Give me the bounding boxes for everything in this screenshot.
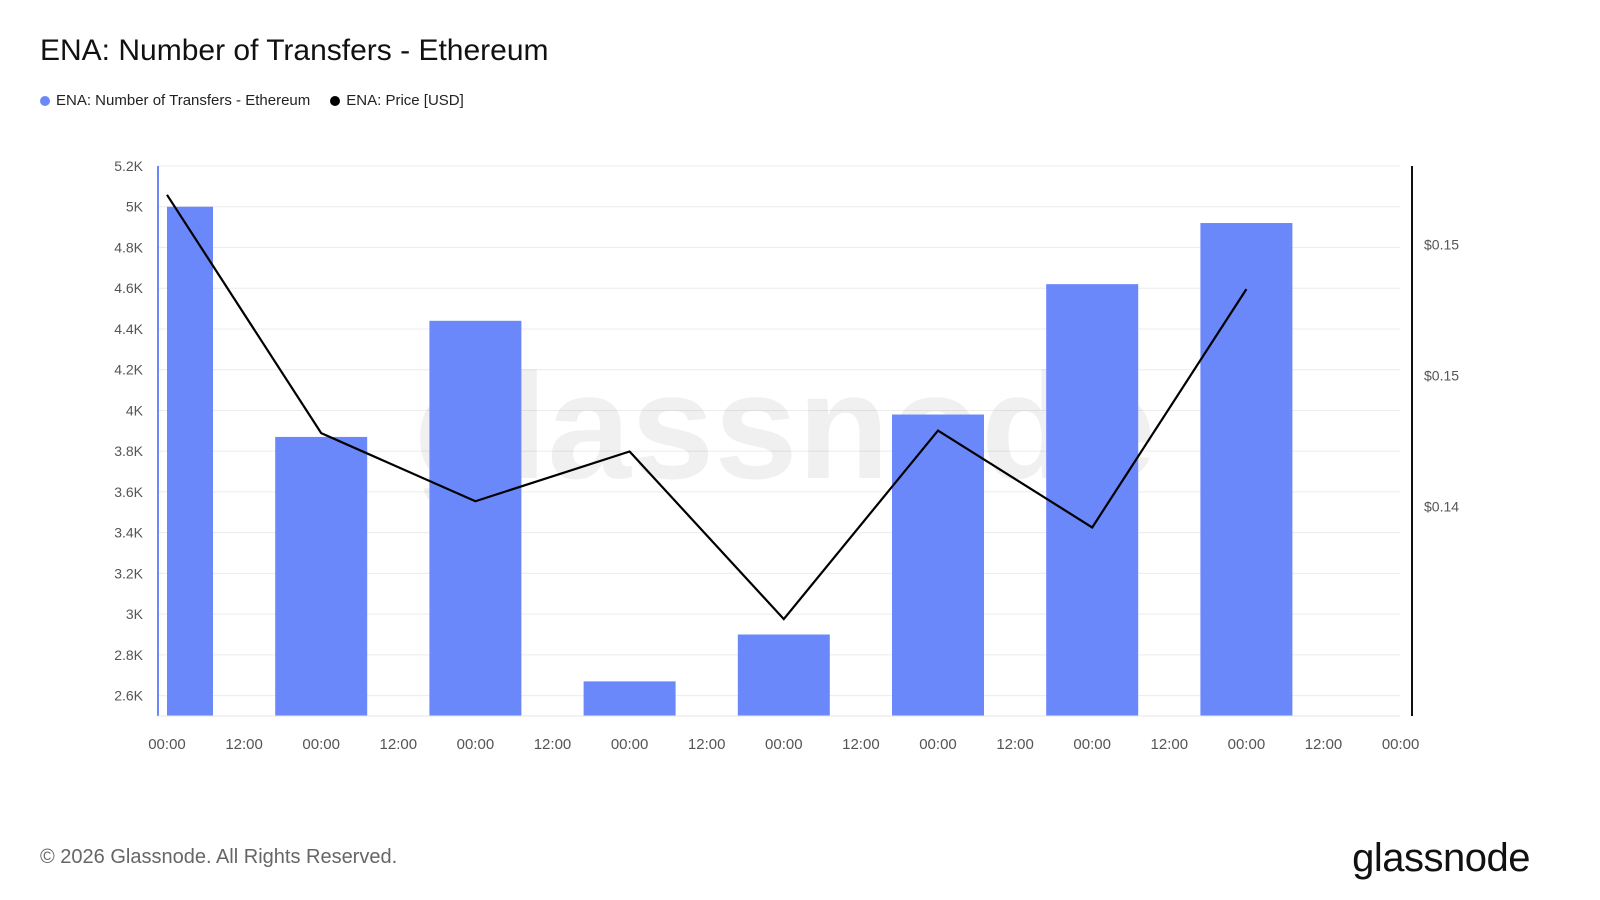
- x-tick-label: 12:00: [842, 736, 880, 753]
- x-tick-label: 00:00: [1228, 736, 1266, 753]
- legend-item-transfers[interactable]: ENA: Number of Transfers - Ethereum: [40, 92, 310, 109]
- y-right-tick-labels: $0.14 $0.15 $0.15: [1424, 237, 1459, 515]
- x-tick-label: 00:00: [611, 736, 649, 753]
- y-left-tick-label: 3.6K: [114, 484, 143, 500]
- legend-dot-transfers: [40, 95, 50, 106]
- y-left-tick-label: 3K: [126, 606, 144, 622]
- bar: [892, 414, 984, 716]
- y-left-tick-label: 3.8K: [114, 443, 143, 459]
- y-left-tick-label: 3.2K: [114, 565, 143, 581]
- x-tick-label: 12:00: [1305, 736, 1343, 753]
- x-tick-label: 00:00: [1382, 736, 1420, 753]
- y-left-tick-label: 2.8K: [114, 647, 143, 663]
- bar: [167, 206, 213, 717]
- x-tick-label: 12:00: [380, 736, 418, 753]
- chart-title: ENA: Number of Transfers - Ethereum: [40, 34, 549, 67]
- footer-copyright: © 2026 Glassnode. All Rights Reserved.: [40, 846, 398, 868]
- y-left-tick-label: 4K: [126, 402, 144, 418]
- x-tick-label: 12:00: [534, 736, 572, 753]
- x-tick-label: 12:00: [1151, 736, 1189, 753]
- chart-plot: glassnode 2.6K2.8K3K3.2K3.4K3.6K3.8K4K4.…: [114, 158, 1459, 753]
- y-right-tick-label: $0.15: [1424, 368, 1459, 384]
- x-tick-label: 12:00: [225, 736, 263, 753]
- y-left-tick-label: 3.4K: [114, 525, 143, 541]
- legend-label-transfers: ENA: Number of Transfers - Ethereum: [56, 92, 311, 109]
- x-tick-label: 00:00: [457, 736, 495, 753]
- bar: [1046, 284, 1139, 716]
- bar: [583, 681, 676, 716]
- x-tick-label: 00:00: [148, 736, 186, 753]
- x-tick-label: 00:00: [302, 736, 340, 753]
- legend-label-price: ENA: Price [USD]: [346, 92, 464, 109]
- legend-dot-price: [330, 95, 341, 106]
- x-tick-label: 12:00: [688, 736, 726, 753]
- y-left-tick-label: 4.2K: [114, 362, 143, 378]
- bar: [429, 320, 522, 716]
- bar: [275, 436, 368, 716]
- y-left-tick-labels: 2.6K 2.8K 3K 3.2K 3.4K 3.6K 3.8K 4K 4.2K 4.4K 4.6K…: [114, 158, 143, 704]
- axes: [157, 166, 1413, 717]
- y-right-tick-label: $0.15: [1424, 237, 1459, 253]
- x-tick-label: 12:00: [996, 736, 1034, 753]
- price-line-path: [166, 194, 1248, 621]
- y-left-tick-label: 5K: [126, 199, 144, 215]
- x-tick-label: 00:00: [1073, 736, 1111, 753]
- y-left-tick-label: 5.2K: [114, 158, 143, 174]
- bar: [737, 634, 830, 716]
- x-tick-label: 00:00: [765, 736, 803, 753]
- y-left-tick-label: 4.6K: [114, 280, 143, 296]
- legend-item-price[interactable]: ENA: Price [USD]: [330, 92, 464, 109]
- bar: [1200, 223, 1293, 716]
- y-right-tick-label: $0.14: [1424, 498, 1459, 514]
- y-left-tick-label: 4.8K: [114, 239, 143, 255]
- bars: [167, 206, 1293, 717]
- x-tick-labels: 00:00 12:00 00:00 12:00 00:00 12:00 00:00 12:00…: [148, 736, 1419, 753]
- y-left-tick-label: 4.4K: [114, 321, 143, 337]
- glassnode-logo[interactable]: glassnode: [1352, 836, 1530, 880]
- y-left-tick-label: 2.6K: [114, 688, 143, 704]
- price-line: [166, 194, 1248, 621]
- x-tick-label: 00:00: [919, 736, 957, 753]
- legend: ENA: Number of Transfers - Ethereum ENA:…: [40, 92, 464, 109]
